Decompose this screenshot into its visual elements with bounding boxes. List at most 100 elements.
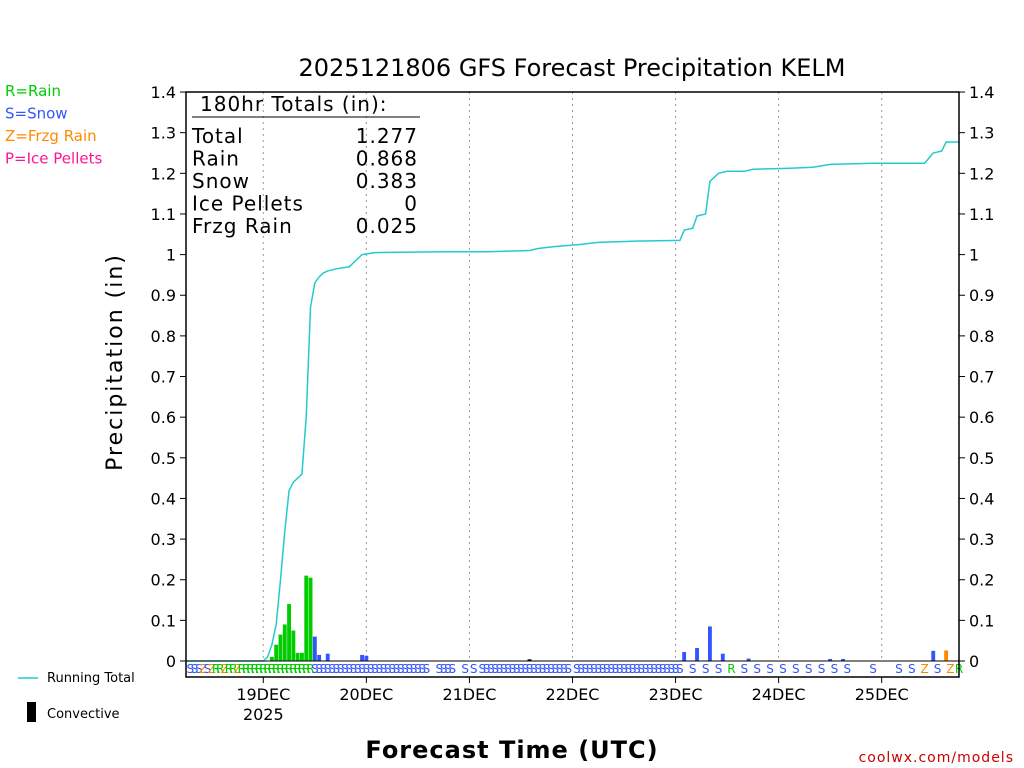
precip-bar	[278, 634, 283, 661]
ptype-code: R	[255, 662, 263, 676]
y-tick-label-left: 0.7	[151, 368, 176, 387]
y-tick-label-right: 0.3	[969, 530, 994, 549]
ptype-code: R	[298, 662, 306, 676]
ptype-code: S	[908, 662, 916, 676]
ptype-code: S	[582, 662, 590, 676]
x-tick-label: 24DEC	[752, 685, 806, 704]
precip-bar	[746, 658, 751, 661]
y-axis-ticks: 0 0 0.1 0.1 0.2 0.2 0.3 0.3 0.4 0.4 0.5 0.5 0.6 0.6 0.…	[151, 83, 995, 671]
ptype-code: S	[646, 662, 654, 676]
ptype-code: R	[238, 662, 246, 676]
y-tick-label-right: 0.4	[969, 489, 994, 508]
ptype-code: R	[242, 662, 250, 676]
ptype-code: S	[672, 662, 680, 676]
y-tick-label-left: 0.4	[151, 489, 176, 508]
ptype-code: S	[616, 662, 624, 676]
ptype-code: S	[637, 662, 645, 676]
ptype-code: S	[818, 662, 826, 676]
ptype-code: S	[311, 662, 319, 676]
precip-bar	[931, 650, 936, 661]
chart-title: 2025121806 GFS Forecast Precipitation KE…	[299, 54, 846, 82]
y-tick-label-right: 1.4	[969, 83, 994, 102]
precip-bar	[300, 652, 304, 661]
ptype-code: S	[496, 662, 504, 676]
precip-bar	[295, 652, 300, 661]
x-tick-label: 25DEC	[855, 685, 909, 704]
ptype-code: S	[573, 662, 581, 676]
y-tick-label-left: 0.6	[151, 408, 176, 427]
ptype-code: S	[564, 662, 572, 676]
ptype-code: S	[530, 662, 538, 676]
precip-bar	[291, 630, 296, 661]
precip-bar	[364, 655, 369, 661]
ptype-code: S	[191, 662, 199, 676]
ptype-code: R	[306, 662, 314, 676]
ptype-code: S	[831, 662, 839, 676]
x-axis-label: Forecast Time (UTC)	[365, 736, 658, 764]
ptype-code: S	[195, 662, 203, 676]
ptype-code: R	[293, 662, 301, 676]
ptype-code: R	[259, 662, 267, 676]
precip-bars	[269, 575, 949, 661]
precip-bar	[304, 575, 309, 661]
ptype-code: R	[246, 662, 254, 676]
y-tick-label-right: 1	[969, 246, 979, 265]
running-total-line	[186, 141, 959, 662]
ptype-code: S	[702, 662, 710, 676]
precip-bar	[312, 636, 317, 661]
ptype-code: S	[479, 662, 487, 676]
ptype-code: Z	[946, 662, 954, 676]
ptype-code: S	[844, 662, 852, 676]
legend-item: P=Ice Pellets	[5, 150, 102, 168]
ptype-code: S	[315, 662, 323, 676]
ptype-code: S	[594, 662, 602, 676]
ptype-code: S	[509, 662, 517, 676]
ptype-code: R	[272, 662, 280, 676]
ptype-code: S	[371, 662, 379, 676]
totals-row-name: Ice Pellets	[192, 192, 304, 216]
ptype-code: S	[358, 662, 366, 676]
ptype-code: S	[556, 662, 564, 676]
convective-legend: Convective	[47, 707, 120, 722]
y-tick-label-right: 0.7	[969, 368, 994, 387]
ptype-code: S	[612, 662, 620, 676]
ptype-code: R	[289, 662, 297, 676]
ptype-code: S	[517, 662, 525, 676]
year-label: 2025	[243, 705, 284, 724]
ptype-code: S	[625, 662, 633, 676]
ptype-code: S	[521, 662, 529, 676]
x-tick-label: 19DEC	[236, 685, 290, 704]
ptype-code: S	[633, 662, 641, 676]
ptype-code: R	[268, 662, 276, 676]
y-tick-label-left: 0.9	[151, 286, 176, 305]
ptype-code: S	[740, 662, 748, 676]
ptype-code: S	[324, 662, 332, 676]
ptype-code: S	[350, 662, 358, 676]
ptype-code: S	[642, 662, 650, 676]
ptype-code: Z	[199, 662, 207, 676]
ptype-code: S	[380, 662, 388, 676]
ptype-code: S	[934, 662, 942, 676]
ptype-code: S	[599, 662, 607, 676]
x-tick-label: 20DEC	[339, 685, 393, 704]
precip-bar	[274, 644, 279, 661]
ptype-code: S	[526, 662, 534, 676]
running-total-legend: Running Total	[47, 671, 135, 686]
ptype-code: S	[620, 662, 628, 676]
ptype-code: S	[204, 662, 212, 676]
ptype-code: S	[603, 662, 611, 676]
ptype-code: R	[727, 662, 735, 676]
convective-swatch	[27, 702, 36, 722]
ptype-code: S	[659, 662, 667, 676]
ptype-code: S	[552, 662, 560, 676]
ptype-code: S	[345, 662, 353, 676]
ptype-code: S	[328, 662, 336, 676]
precip-bar	[317, 654, 322, 661]
ptype-code: S	[401, 662, 409, 676]
ptype-code: S	[405, 662, 413, 676]
ptype-code: S	[461, 662, 469, 676]
y-tick-label-left: 0.2	[151, 571, 176, 590]
ptype-code: S	[423, 662, 431, 676]
ptype-code: R	[285, 662, 293, 676]
y-tick-label-left: 1	[166, 246, 176, 265]
